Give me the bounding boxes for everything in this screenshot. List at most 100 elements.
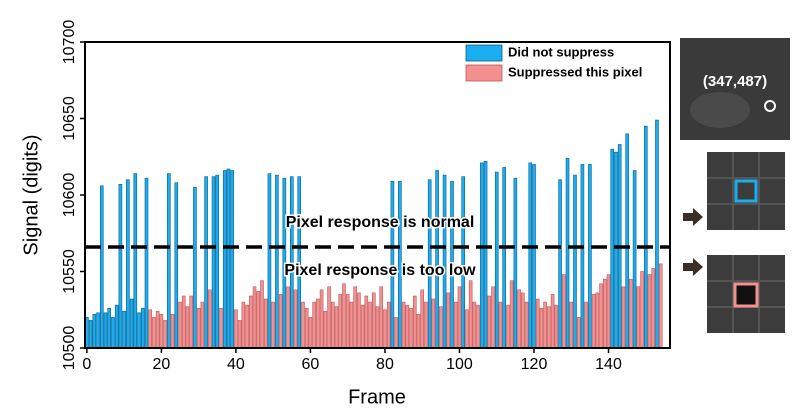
x-tick-label: 40 — [227, 356, 245, 373]
bar — [465, 309, 469, 349]
bar — [219, 307, 223, 349]
bar — [275, 174, 279, 349]
bar — [103, 312, 108, 349]
bar — [524, 301, 529, 349]
bar — [185, 306, 190, 349]
bar — [468, 280, 473, 349]
bar — [565, 157, 570, 349]
y-tick-label: 10650 — [61, 96, 78, 141]
bar — [245, 304, 249, 349]
bar — [494, 171, 499, 349]
bar — [271, 301, 275, 349]
legend-swatch — [465, 64, 503, 82]
x-tick-label: 140 — [595, 356, 622, 373]
bar — [543, 301, 547, 349]
bar — [580, 164, 585, 349]
x-tick-label: 20 — [152, 356, 170, 373]
bar — [625, 133, 629, 349]
bar — [215, 174, 220, 349]
bar — [267, 173, 272, 349]
bar — [357, 292, 361, 349]
annotation: Pixel response is normal — [286, 214, 475, 231]
y-tick-label: 10550 — [61, 249, 78, 294]
bar — [118, 183, 123, 349]
bar — [439, 306, 443, 349]
bar — [230, 170, 234, 349]
bar — [96, 312, 100, 349]
bar — [349, 301, 354, 349]
bar — [643, 125, 648, 349]
bar — [420, 289, 425, 349]
bar — [107, 307, 112, 349]
y-tick-label: 10500 — [61, 326, 78, 371]
bar — [163, 320, 167, 349]
bar — [472, 301, 477, 349]
bar — [316, 298, 320, 349]
inset-marker — [764, 100, 776, 112]
bar — [480, 162, 484, 349]
bar — [260, 280, 264, 349]
bar — [435, 170, 439, 349]
grid-icon-normal — [707, 152, 785, 230]
bar — [591, 294, 596, 349]
bar — [576, 317, 581, 349]
bar — [226, 168, 231, 349]
bar — [327, 286, 331, 349]
bar — [629, 278, 633, 349]
x-axis-title: Frame — [348, 386, 406, 408]
bar — [476, 304, 480, 349]
bar — [651, 268, 656, 349]
bar — [502, 167, 506, 349]
bar — [517, 289, 521, 349]
arrow — [683, 208, 703, 226]
bar — [558, 179, 562, 349]
bar — [621, 286, 626, 349]
legend-label: Suppressed this pixel — [508, 64, 642, 79]
bar — [312, 301, 316, 349]
legend-label: Did not suppress — [508, 44, 614, 59]
bar — [353, 286, 357, 349]
bar — [167, 173, 171, 349]
bar — [114, 304, 119, 349]
bar — [249, 295, 253, 349]
bar — [293, 289, 298, 349]
bar — [144, 177, 149, 349]
bar — [140, 307, 145, 349]
bar — [416, 314, 421, 349]
bar — [554, 304, 559, 349]
bar — [584, 301, 588, 349]
bar — [111, 317, 115, 349]
bar — [122, 310, 126, 349]
bar — [364, 295, 369, 349]
bar — [636, 286, 641, 349]
bar — [487, 295, 492, 349]
bar — [655, 119, 659, 349]
x-tick-label: 120 — [521, 356, 548, 373]
bar — [342, 283, 346, 349]
bar — [386, 301, 391, 349]
x-tick-label: 80 — [376, 356, 394, 373]
bar — [345, 294, 350, 349]
arrow — [683, 258, 703, 276]
bar — [394, 317, 398, 349]
bar — [126, 179, 130, 349]
bar — [375, 306, 380, 349]
bar — [532, 164, 536, 349]
bar — [606, 274, 611, 349]
grid-icon-low — [707, 255, 785, 333]
bar — [286, 286, 290, 349]
bar — [595, 292, 600, 349]
bar — [614, 151, 618, 349]
bar — [539, 307, 544, 349]
y-tick-label: 10600 — [61, 173, 78, 218]
legend-swatch — [465, 44, 503, 62]
bar — [196, 307, 201, 349]
bar — [647, 274, 652, 349]
bar — [528, 162, 533, 349]
bar — [92, 314, 97, 349]
bar — [360, 304, 365, 349]
bar — [446, 292, 451, 349]
bar — [155, 310, 160, 349]
bar — [632, 170, 637, 349]
